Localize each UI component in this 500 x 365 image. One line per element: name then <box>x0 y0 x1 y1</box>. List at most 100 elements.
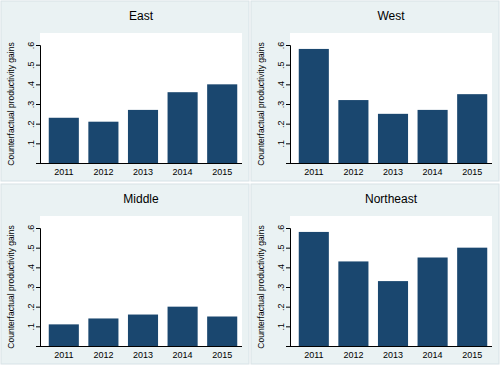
plot-area <box>290 216 492 346</box>
tick: .5 <box>276 61 290 69</box>
tick-label: 2013 <box>383 350 403 360</box>
axis-line <box>40 346 242 347</box>
tick-mark <box>36 65 40 66</box>
bar <box>128 110 158 163</box>
tick: .3 <box>276 101 290 109</box>
tick: 2014 <box>173 346 193 360</box>
panel-background <box>251 1 499 181</box>
bar <box>338 261 368 346</box>
y-axis-title: Counterfactual productivity gains <box>6 42 16 165</box>
tick-label: .4 <box>276 264 286 272</box>
tick-label: .2 <box>276 303 286 311</box>
tick: .1 <box>276 140 290 148</box>
tick-mark <box>36 124 40 125</box>
bar <box>168 92 198 163</box>
axis-line <box>286 229 291 347</box>
tick-label: .6 <box>276 42 286 50</box>
tick-label: 2015 <box>462 350 482 360</box>
tick: 2014 <box>423 163 443 177</box>
tick-label: 2012 <box>93 350 113 360</box>
tick-label: 2012 <box>343 350 363 360</box>
bar <box>88 318 118 346</box>
tick: .3 <box>26 284 40 292</box>
panel: .1.2.3.4.5.620112012201320142015Northeas… <box>251 184 499 364</box>
tick: 2015 <box>212 163 232 177</box>
y-axis: .1 .2 .3 .4 .5 .6 <box>26 42 41 164</box>
axis-line <box>36 46 41 164</box>
tick: 2012 <box>93 346 113 360</box>
bar <box>207 84 237 163</box>
figure: .1.2.3.4.5.620112012201320142015EastCoun… <box>0 0 500 365</box>
bar <box>128 315 158 346</box>
tick: .1 <box>276 323 290 331</box>
tick: 2015 <box>462 346 482 360</box>
title: West <box>377 9 405 23</box>
bar <box>378 114 408 163</box>
tick: 2012 <box>343 163 363 177</box>
tick-mark <box>286 307 290 308</box>
tick-mark <box>286 267 290 268</box>
bar <box>168 307 198 346</box>
tick-mark <box>286 45 290 46</box>
panel: .1.2.3.4.5.620112012201320142015MiddleCo… <box>1 184 249 364</box>
tick-mark <box>286 287 290 288</box>
axis-line <box>36 229 41 347</box>
tick: .6 <box>26 225 40 233</box>
tick-label: .1 <box>276 323 286 331</box>
tick-label: 2012 <box>343 167 363 177</box>
marks <box>299 232 487 346</box>
tick-mark <box>286 65 290 66</box>
tick-label: 2014 <box>423 167 443 177</box>
background <box>0 0 500 365</box>
tick: 2014 <box>423 346 443 360</box>
tick: .4 <box>26 264 40 272</box>
tick: 2011 <box>54 346 73 360</box>
tick-label: .5 <box>26 244 36 252</box>
tick: 2013 <box>383 346 403 360</box>
y-axis: .1.2.3.4.5.6 <box>276 42 291 164</box>
y-axis-title: Counterfactual productivity gains <box>256 225 266 348</box>
tick: 2012 <box>93 163 113 177</box>
tick-mark <box>286 228 290 229</box>
tick-label: .1 <box>26 323 36 331</box>
tick-label: .6 <box>26 42 36 50</box>
tick-label: .4 <box>26 81 36 89</box>
tick-label: .5 <box>276 244 286 252</box>
panel: .1.2.3.4.5.620112012201320142015EastCoun… <box>1 1 249 181</box>
tick-label: .6 <box>26 225 36 233</box>
tick-mark <box>36 307 40 308</box>
tick: .5 <box>276 244 290 252</box>
title: Middle <box>123 192 159 206</box>
tick-label: .5 <box>276 61 286 69</box>
tick-mark <box>36 228 40 229</box>
bar <box>49 324 79 346</box>
y-axis-title: Counterfactual productivity gains <box>256 42 266 165</box>
bar <box>418 110 448 163</box>
tick-label: .5 <box>26 61 36 69</box>
tick: 2011 <box>304 163 323 177</box>
bar <box>299 232 329 346</box>
title: Northeast <box>365 192 418 206</box>
bar <box>338 100 368 163</box>
panel-background <box>251 184 499 364</box>
tick: .5 <box>26 61 40 69</box>
bar <box>49 118 79 163</box>
tick-label: .3 <box>276 101 286 109</box>
tick: .2 <box>276 120 290 128</box>
tick: .3 <box>26 101 40 109</box>
tick-label: .2 <box>26 303 36 311</box>
plot-area <box>40 216 242 346</box>
bar <box>88 122 118 163</box>
bar <box>207 317 237 347</box>
tick-mark <box>286 248 290 249</box>
tick-mark <box>286 104 290 105</box>
y-axis-title: Counterfactual productivity gains <box>6 225 16 348</box>
tick-label: 2013 <box>133 167 153 177</box>
plot-area <box>290 33 492 163</box>
tick-mark <box>286 143 290 144</box>
tick-label: .2 <box>26 120 36 128</box>
tick-label: 2013 <box>133 350 153 360</box>
tick: 2015 <box>462 163 482 177</box>
tick: .1 <box>26 140 40 148</box>
tick: 2013 <box>133 346 153 360</box>
